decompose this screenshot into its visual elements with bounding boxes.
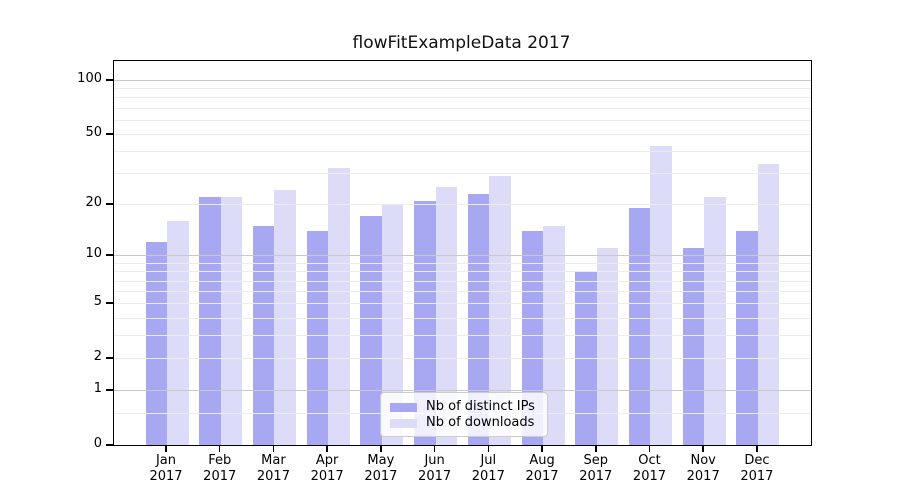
bar-downloads — [381, 204, 404, 445]
legend-entry-distinct-ips: Nb of distinct IPs — [390, 399, 538, 415]
x-tick-mark — [218, 445, 221, 452]
bar-downloads — [167, 220, 189, 445]
x-tick-label: Apr 2017 — [310, 453, 344, 484]
x-tick-mark — [541, 445, 543, 452]
y-tick-label: 10 — [85, 246, 102, 262]
bar-downloads — [435, 187, 458, 445]
x-tick-mark — [326, 445, 328, 452]
bar-distinct-ips — [521, 230, 544, 445]
minor-gridline — [114, 271, 811, 273]
x-tick-mark — [487, 445, 490, 452]
minor-gridline — [114, 335, 811, 337]
y-tick-label: 5 — [93, 294, 102, 310]
major-gridline — [114, 255, 811, 257]
y-tick-label: 2 — [93, 349, 102, 365]
bar-downloads — [704, 197, 726, 445]
x-tick-mark — [756, 445, 758, 452]
x-tick-label: May 2017 — [364, 453, 398, 484]
bar-downloads — [489, 176, 511, 445]
legend-swatch-distinct-ips — [390, 402, 417, 412]
y-tick-mark — [106, 302, 113, 304]
legend-label-distinct-ips: Nb of distinct IPs — [426, 399, 535, 414]
minor-gridline — [114, 262, 811, 264]
minor-gridline — [114, 97, 811, 99]
x-tick-label: Jun 2017 — [418, 453, 452, 484]
y-tick-label: 20 — [85, 195, 102, 211]
y-tick-mark — [106, 444, 113, 446]
bar-distinct-ips — [467, 193, 490, 445]
major-gridline — [114, 390, 811, 392]
minor-gridline — [114, 88, 811, 90]
x-tick-mark — [433, 445, 436, 452]
y-tick-label: 50 — [85, 125, 102, 141]
x-tick-mark — [272, 445, 275, 452]
x-tick-label: Dec 2017 — [740, 453, 774, 484]
minor-gridline — [114, 358, 811, 360]
bar-distinct-ips — [736, 230, 758, 445]
minor-gridline — [114, 173, 811, 175]
x-tick-label: Jan 2017 — [149, 453, 183, 484]
legend-label-downloads: Nb of downloads — [426, 415, 535, 430]
y-tick-mark — [106, 79, 113, 81]
bar-distinct-ips — [199, 197, 221, 445]
minor-gridline — [114, 291, 811, 293]
x-tick-mark — [165, 445, 167, 452]
x-tick-label: Nov 2017 — [686, 453, 720, 484]
x-tick-label: Aug 2017 — [525, 453, 559, 484]
x-tick-label: Jul 2017 — [471, 453, 505, 484]
minor-gridline — [114, 119, 811, 121]
bar-distinct-ips — [628, 208, 651, 445]
bar-distinct-ips — [682, 248, 705, 445]
y-tick-mark — [106, 357, 113, 359]
bar-distinct-ips — [360, 216, 382, 445]
x-tick-mark — [595, 445, 597, 452]
major-gridline — [114, 80, 811, 81]
legend-entry-downloads: Nb of downloads — [390, 415, 538, 431]
legend: Nb of distinct IPs Nb of downloads — [380, 392, 548, 437]
bar-distinct-ips — [306, 230, 329, 445]
x-tick-mark — [380, 445, 382, 452]
minor-gridline — [114, 134, 811, 136]
minor-gridline — [114, 280, 811, 282]
x-tick-label: Oct 2017 — [632, 453, 667, 484]
y-tick-mark — [106, 203, 113, 205]
minor-gridline — [114, 151, 811, 153]
y-tick-mark — [106, 389, 113, 391]
y-tick-mark — [106, 133, 113, 135]
bar-distinct-ips — [145, 242, 167, 445]
chart-title: flowFitExampleData 2017 — [352, 33, 571, 53]
x-tick-mark — [648, 445, 651, 452]
x-tick-label: Mar 2017 — [256, 453, 290, 484]
bar-downloads — [757, 163, 780, 445]
y-tick-label: 100 — [77, 71, 102, 86]
plot-area — [113, 60, 812, 446]
y-tick-label: 0 — [93, 436, 102, 451]
minor-gridline — [114, 107, 811, 109]
legend-swatch-downloads — [390, 418, 417, 428]
minor-gridline — [114, 204, 811, 206]
minor-gridline — [114, 303, 811, 305]
y-tick-label: 1 — [93, 381, 102, 397]
y-tick-mark — [106, 254, 113, 256]
bar-distinct-ips — [414, 200, 436, 445]
bar-downloads — [650, 145, 672, 445]
minor-gridline — [114, 317, 811, 319]
bar-downloads — [596, 248, 619, 445]
bar-downloads — [328, 168, 350, 445]
x-tick-mark — [702, 445, 704, 452]
bar-downloads — [220, 197, 243, 445]
x-tick-label: Sep 2017 — [579, 453, 613, 484]
x-tick-label: Feb 2017 — [203, 453, 237, 484]
